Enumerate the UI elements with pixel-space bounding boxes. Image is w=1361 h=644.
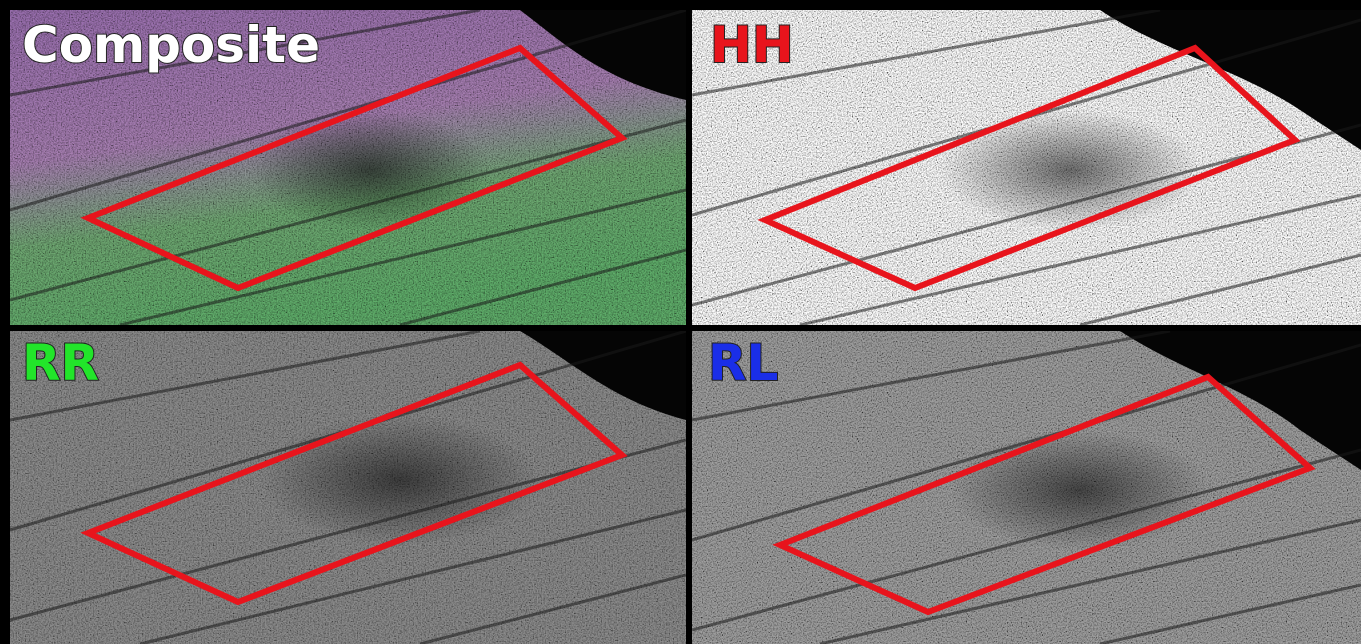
panel-label: Composite bbox=[22, 16, 320, 74]
dark-patch bbox=[260, 415, 540, 545]
panel-label: RR bbox=[22, 334, 99, 392]
dark-patch bbox=[950, 430, 1210, 550]
panel-label: HH bbox=[710, 16, 794, 74]
image-grid: Composite HH RR RL bbox=[0, 0, 1361, 644]
panel-label: RL bbox=[708, 334, 778, 392]
panel-composite: Composite bbox=[10, 10, 686, 325]
panel-rl: RL bbox=[692, 331, 1361, 644]
page: Composite HH RR RL (() => { const data =… bbox=[0, 0, 1361, 644]
panel-rr: RR bbox=[10, 331, 686, 644]
dark-patch bbox=[940, 110, 1200, 230]
panel-hh: HH bbox=[692, 10, 1361, 325]
